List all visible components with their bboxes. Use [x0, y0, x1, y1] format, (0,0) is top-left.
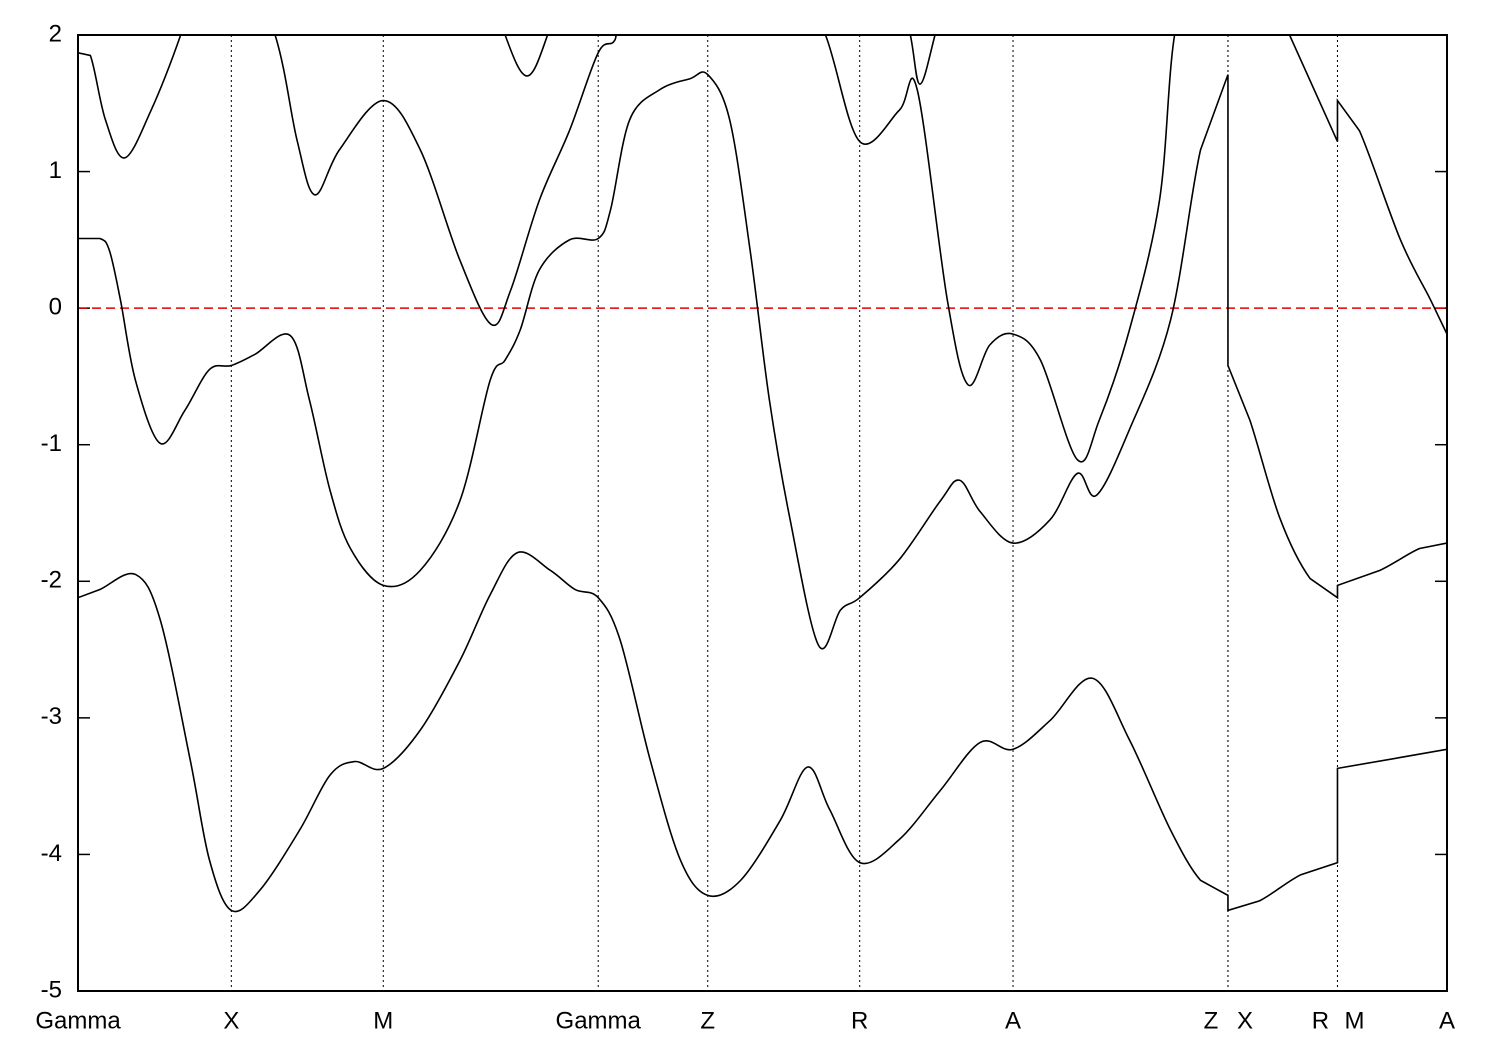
x-tick-label: R — [1312, 1007, 1329, 1034]
y-tick-label: -2 — [41, 567, 62, 594]
x-tick-label: X — [1237, 1007, 1253, 1034]
x-tick-label: X — [223, 1007, 239, 1034]
bands — [78, 35, 1447, 913]
x-tick-label: Z — [700, 1007, 715, 1034]
band-line — [504, 35, 936, 85]
x-tick-label: Z — [1204, 1007, 1219, 1034]
y-tick-label: 1 — [49, 157, 62, 184]
y-tick-label: -4 — [41, 840, 62, 867]
y-tick-label: 0 — [49, 293, 62, 320]
x-tick-label: R — [851, 1007, 868, 1034]
x-tick-label: A — [1005, 1007, 1021, 1034]
y-tick-label: -3 — [41, 703, 62, 730]
band-line — [78, 35, 1447, 463]
band-line — [78, 71, 1447, 650]
y-tick-label: 2 — [49, 20, 62, 47]
x-tick-label: M — [373, 1007, 393, 1034]
x-tick-label: M — [1344, 1007, 1364, 1034]
y-tick-label: -5 — [41, 976, 62, 1003]
plot-frame — [77, 34, 1448, 992]
x-tick-label: A — [1439, 1007, 1455, 1034]
x-tick-label: Gamma — [35, 1007, 121, 1034]
y-tick-label: -1 — [41, 430, 62, 457]
band-line — [78, 551, 1447, 913]
x-tick-label: Gamma — [556, 1007, 642, 1034]
